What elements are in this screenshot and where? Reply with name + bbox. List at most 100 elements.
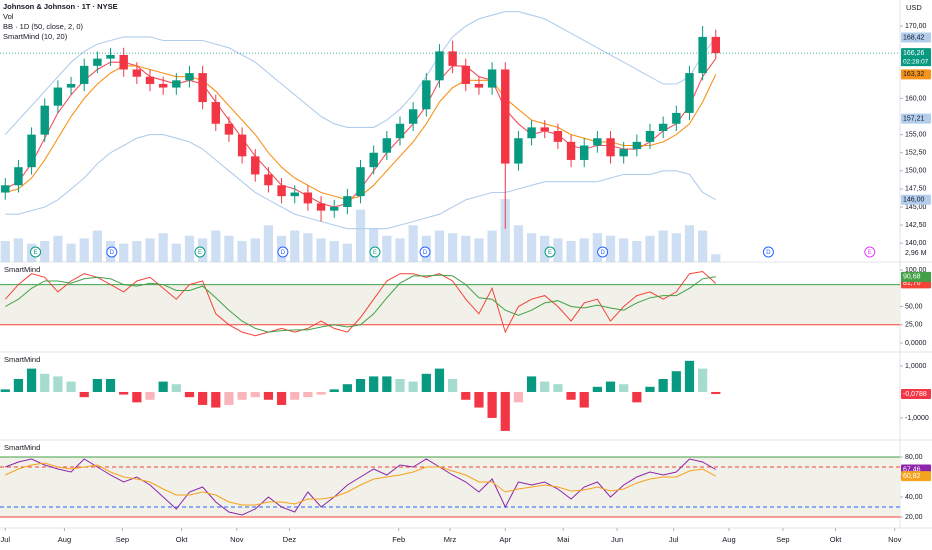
y-tick-label: 25,00 — [905, 322, 923, 329]
volume-bar — [250, 238, 260, 262]
volume-bar — [408, 225, 418, 262]
histogram-bar — [66, 381, 76, 392]
last-value-box — [901, 271, 931, 282]
event-marker — [194, 246, 206, 258]
x-tick-label: Jul — [0, 535, 10, 544]
x-tick-label: Jul — [669, 535, 679, 544]
candle-body — [185, 73, 194, 81]
histogram-bar — [434, 368, 445, 392]
candle-body — [198, 73, 207, 103]
x-tick-label: Nov — [888, 535, 902, 544]
x-tick-label: Aug — [58, 535, 71, 544]
candle-body — [514, 138, 523, 164]
indicator-label: SmartMind (10, 20) — [3, 32, 68, 41]
event-label: D — [600, 250, 605, 256]
y-tick-label: 40,00 — [905, 494, 923, 501]
candle-body — [264, 174, 273, 186]
x-tick-label: Mrz — [444, 535, 457, 544]
candle-body — [356, 167, 365, 197]
x-tick-label: Apr — [499, 535, 511, 544]
histogram-bar — [684, 360, 695, 392]
candle-body — [158, 83, 168, 88]
panel-title: SmartMind — [4, 443, 40, 452]
event-marker — [369, 246, 381, 258]
volume-bar — [0, 241, 10, 262]
candle-body — [93, 58, 102, 66]
indicator-label: Vol — [3, 12, 14, 21]
histogram-bar — [342, 384, 352, 392]
event-label: E — [373, 250, 377, 256]
x-tick-label: Nov — [230, 535, 244, 544]
candle-body — [672, 112, 681, 124]
event-marker — [106, 246, 118, 258]
x-tick-label: Okt — [830, 535, 843, 544]
volume-bar — [500, 199, 510, 262]
event-label: D — [281, 250, 286, 256]
x-tick-label: Feb — [392, 535, 405, 544]
last-value-label: 168,42 — [903, 34, 925, 41]
event-label: E — [34, 250, 38, 256]
candle-body — [527, 127, 536, 139]
candle-body — [448, 51, 457, 66]
volume-bar — [474, 238, 484, 262]
histogram-bar — [671, 371, 681, 392]
volume-bar — [461, 235, 471, 262]
volume-bar — [632, 241, 642, 262]
indicator-label: BB · 1D (50, close, 2, 0) — [3, 22, 84, 31]
candle-body — [422, 80, 431, 110]
histogram-bar — [395, 378, 405, 392]
candle-body — [66, 83, 76, 88]
histogram-bar — [53, 376, 63, 392]
histogram-bar — [119, 391, 129, 395]
volume-bar — [395, 238, 405, 262]
histogram-bar — [540, 381, 550, 392]
candle-body — [251, 156, 260, 175]
candle-body — [316, 203, 326, 211]
histogram-bar — [158, 381, 168, 392]
last-value-label: 166,26 — [903, 50, 925, 57]
candle-body — [408, 109, 418, 124]
y-tick-label: 155,00 — [905, 131, 927, 138]
chart-title: Johnson & Johnson · 1T · NYSE — [3, 2, 118, 11]
histogram-bar — [237, 391, 247, 400]
histogram-bar — [448, 378, 458, 392]
last-value-label: 67,46 — [903, 466, 921, 473]
event-marker — [419, 246, 431, 258]
candle-body — [27, 134, 36, 168]
candle-body — [369, 152, 378, 168]
histogram-bar — [619, 384, 629, 392]
x-tick-label: Sep — [776, 535, 789, 544]
volume-bar — [132, 241, 142, 262]
candle-body — [53, 87, 63, 106]
candle-body — [224, 123, 234, 135]
histogram-bar — [487, 391, 497, 418]
volume-bar — [158, 233, 168, 262]
volume-bar — [579, 238, 589, 262]
candle-body — [119, 55, 128, 70]
volume-bar — [382, 235, 392, 262]
histogram-bar — [263, 391, 274, 400]
event-label: D — [423, 250, 428, 256]
candle-body — [80, 65, 89, 84]
histogram-bar — [13, 378, 24, 392]
level-band — [0, 284, 900, 325]
panel-title: SmartMind — [4, 265, 40, 274]
histogram-bar — [461, 391, 471, 400]
overlay-line — [4, 11, 717, 135]
countdown-box — [901, 57, 931, 67]
histogram-bar — [474, 391, 484, 408]
candle-body — [237, 134, 247, 157]
candle-body — [14, 167, 23, 186]
last-value-label: 146,00 — [903, 197, 925, 204]
candle-body — [566, 141, 576, 160]
y-tick-label: 150,00 — [905, 168, 927, 175]
histogram-bar — [698, 368, 708, 392]
histogram-bar — [329, 389, 339, 392]
histogram-bar — [711, 391, 721, 395]
event-label: D — [766, 250, 771, 256]
histogram-bar — [526, 376, 537, 392]
last-value-label: -0,0788 — [903, 391, 927, 398]
last-value-label: 90,68 — [903, 274, 921, 281]
histogram-bar — [0, 389, 10, 392]
volume-bar — [698, 230, 708, 262]
